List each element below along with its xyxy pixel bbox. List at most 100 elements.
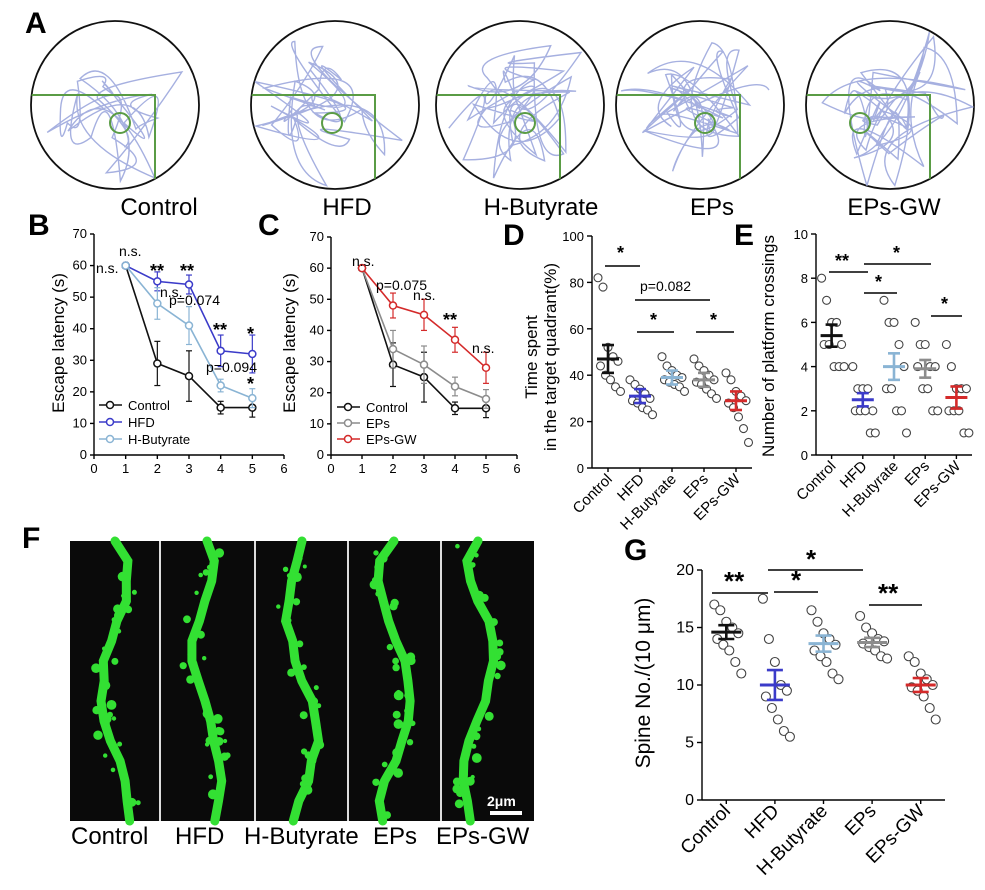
data-point-EPs	[450, 382, 460, 391]
dendritic-spine	[287, 668, 296, 677]
panel-c-marks	[357, 263, 491, 419]
legend-marker-eps-gw	[343, 434, 353, 444]
panel-b-legend: Control HFD H-Butyrate	[99, 398, 190, 447]
maze-swim-path	[253, 40, 403, 187]
y-tick-label: 10	[310, 416, 324, 431]
b-annot-star-5a: *	[247, 324, 254, 344]
dendritic-spine	[276, 604, 281, 609]
y-tick-label: 60	[73, 258, 87, 273]
dendritic-spine	[117, 741, 123, 747]
data-point-EPs	[855, 610, 866, 622]
y-tick-label: 0	[801, 448, 808, 463]
dendritic-spine	[496, 639, 504, 647]
panel-a-labels: Control HFD H-Butyrate EPs EPs-GW	[120, 194, 941, 221]
maze-target-quadrant	[436, 94, 561, 189]
data-point-HFD	[769, 656, 780, 668]
data-point-HFD	[763, 633, 774, 645]
dendritic-spine	[390, 598, 399, 608]
x-tick-label: 3	[420, 461, 427, 476]
dendritic-spine	[183, 615, 191, 624]
f-label-hfd: HFD	[175, 823, 224, 850]
x-tick-label: 6	[513, 461, 520, 476]
y-tick-label: 20	[676, 562, 694, 579]
x-tick-label: 2	[389, 461, 396, 476]
x-category-label: Control	[570, 471, 616, 517]
x-tick-label: 0	[90, 461, 97, 476]
dendritic-spine	[100, 680, 111, 691]
maze-platform	[321, 112, 343, 134]
maze-4	[615, 20, 785, 190]
data-point-H-Butyrate	[833, 674, 844, 685]
dendritic-spine	[92, 706, 101, 715]
data-point-Control	[184, 371, 194, 381]
dendritic-spine	[111, 657, 119, 665]
data-point-EPs-GW	[909, 656, 920, 668]
dendritic-spine	[303, 785, 313, 795]
dendritic-spine	[386, 643, 394, 651]
dendritic-spine	[297, 641, 303, 646]
dendritic-spine	[393, 719, 404, 729]
group-label-control: Control	[120, 194, 197, 221]
y-tick-label: 60	[310, 260, 324, 275]
data-point-EPs	[933, 406, 943, 416]
c-annot-ns-5: n.s.	[472, 340, 495, 356]
b-legend-control: Control	[128, 398, 170, 413]
dendritic-spine	[114, 611, 123, 620]
g-comp-4: **	[878, 578, 899, 608]
b-annot-star-3: **	[180, 261, 194, 281]
data-point-Control	[839, 362, 849, 372]
dendritic-spine	[393, 768, 404, 778]
dendritic-spine	[316, 703, 322, 709]
maze-swim-path	[620, 42, 770, 172]
x-tick-label: 4	[451, 461, 458, 476]
data-point-Control	[724, 645, 735, 656]
e-comp-1: **	[835, 251, 849, 271]
f-label-h-butyrate: H-Butyrate	[244, 823, 359, 850]
y-tick-label: 30	[73, 352, 87, 367]
data-point-EPs-GW	[743, 437, 754, 448]
d-comp-4: *	[710, 310, 717, 330]
e-comp-2: *	[893, 243, 900, 263]
data-point-HFD	[184, 280, 194, 289]
x-tick-label: 5	[482, 461, 489, 476]
dendritic-spine	[304, 751, 313, 760]
dendritic-spine	[404, 692, 411, 699]
dendritic-spine	[282, 566, 289, 572]
c-legend-control: Control	[366, 400, 408, 415]
data-point-EPs-GW	[961, 384, 971, 394]
data-point-EPs-GW	[964, 428, 974, 438]
data-point-Control	[595, 361, 606, 371]
x-tick-label: 3	[185, 461, 192, 476]
data-point-Control	[450, 404, 460, 413]
data-point-EPs	[920, 339, 930, 350]
data-point-H-Butyrate	[248, 393, 257, 403]
data-point-HFD	[778, 725, 789, 737]
dendritic-spine	[301, 774, 310, 783]
dendritic-spine	[466, 563, 473, 571]
b-annot-star-5b: *	[247, 374, 254, 394]
f-dendrites	[91, 536, 506, 826]
data-point-Control	[730, 656, 741, 668]
dendritic-spine	[204, 742, 210, 747]
panel-f-dendrite-images: 2μm Control HFD H-Butyrate EPs EPs-GW	[70, 536, 534, 850]
dendritic-spine	[476, 726, 482, 732]
y-tick-label: 100	[562, 229, 584, 244]
dendritic-spine	[202, 708, 213, 719]
c-annot-ns-3: n.s.	[413, 287, 436, 303]
dendritic-spine	[471, 743, 477, 749]
data-point-H-Butyrate	[894, 339, 904, 350]
dendritic-spine	[107, 739, 116, 748]
y-tick-label: 20	[73, 384, 87, 399]
dendritic-spine	[285, 617, 292, 624]
panel-d-marks	[593, 273, 754, 448]
y-tick-label: 80	[570, 275, 584, 290]
x-category-label: Control	[793, 458, 839, 504]
y-tick-label: 4	[801, 360, 808, 375]
x-tick-label: 0	[327, 461, 334, 476]
y-tick-label: 40	[570, 368, 584, 383]
panel-g-comparisons: ** * * **	[712, 544, 922, 608]
panel-d-comparisons: * p=0.082 * *	[605, 243, 734, 333]
